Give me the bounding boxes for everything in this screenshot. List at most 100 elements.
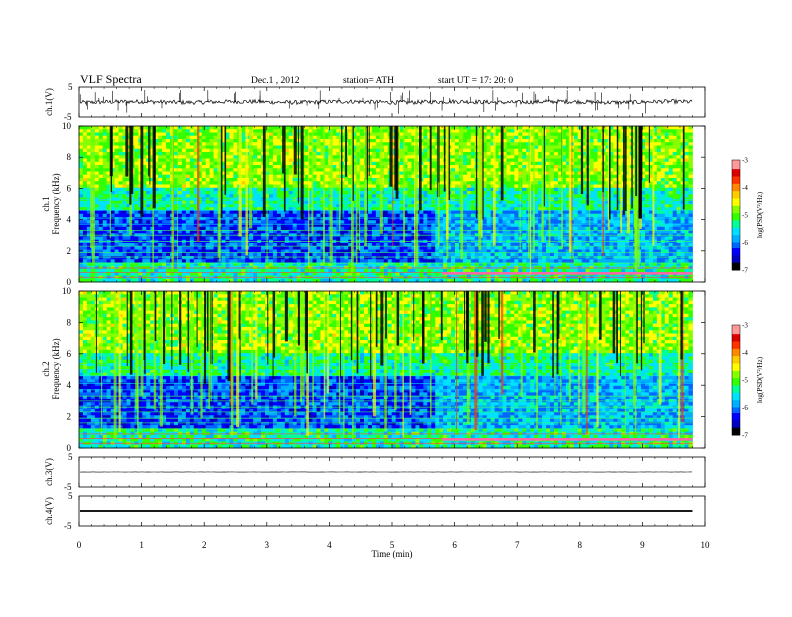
spectrogram-cell	[423, 220, 427, 224]
spectrogram-cell	[657, 211, 661, 215]
spectrogram-cell	[83, 217, 87, 221]
spectrogram-cell	[487, 165, 491, 169]
spectrogram-cell	[158, 172, 162, 176]
spectrogram-cell	[158, 165, 162, 169]
spectrogram-cell	[657, 165, 661, 169]
spectrogram-cell	[269, 175, 273, 179]
spectrogram-cell	[455, 188, 459, 192]
spectrogram-cell	[269, 168, 273, 172]
spectrogram-cell	[273, 133, 277, 137]
spectrogram-cell	[103, 178, 107, 182]
spectrogram-cell	[376, 152, 380, 156]
spectrogram-cell	[103, 211, 107, 215]
spectrogram-cell	[574, 211, 578, 215]
spectrogram-cell	[661, 165, 665, 169]
spectrogram-cell	[166, 146, 170, 150]
spectrogram-cell	[119, 214, 123, 218]
spectrogram-cell	[661, 149, 665, 153]
spectrogram-cell	[206, 168, 210, 172]
spectrogram-cell	[233, 165, 237, 169]
spectrogram-cell	[166, 178, 170, 182]
spectrogram-cell	[431, 126, 435, 130]
spectrogram-cell	[293, 188, 297, 192]
spectrogram-cell	[269, 178, 273, 182]
spectrogram-cell	[597, 165, 601, 169]
spectrogram-cell	[289, 142, 293, 146]
spectrogram-cell	[332, 129, 336, 133]
spectrogram-cell	[372, 185, 376, 189]
spectrogram-cell	[657, 162, 661, 166]
spectrogram-cell	[324, 194, 328, 198]
spectrogram-cell	[166, 220, 170, 224]
spectrogram-cell	[467, 185, 471, 189]
spectrogram-cell	[408, 142, 412, 146]
spectrogram-cell	[657, 149, 661, 153]
spectrogram-cell	[360, 152, 364, 156]
spectrogram-cell	[673, 217, 677, 221]
spectrogram-cell	[423, 181, 427, 185]
spectrogram-cell	[455, 142, 459, 146]
spectrogram-cell	[186, 139, 190, 143]
spectrogram-cell	[115, 220, 119, 224]
spectrogram-cell	[685, 159, 689, 163]
spectrogram-cell	[408, 217, 412, 221]
spectrogram-cell	[269, 139, 273, 143]
spectrogram-cell	[677, 185, 681, 189]
spectrogram-cell	[277, 220, 281, 224]
spectrogram-cell	[146, 211, 150, 215]
spectrogram-cell	[368, 136, 372, 140]
spectrogram-cell	[665, 204, 669, 208]
spectrogram-cell	[439, 155, 443, 159]
spectrogram-cell	[471, 152, 475, 156]
spectrogram-cell	[214, 133, 218, 137]
spectrogram-cell	[289, 194, 293, 198]
spectrogram-cell	[277, 217, 281, 221]
spectrogram-cell	[99, 211, 103, 215]
spectrogram-cell	[99, 188, 103, 192]
spectrogram-cell	[685, 136, 689, 140]
spectrogram-cell	[162, 142, 166, 146]
spectrogram-cell	[257, 159, 261, 163]
spectrogram-cell	[419, 214, 423, 218]
spectrogram-cell	[451, 181, 455, 185]
spectrogram-cell	[455, 168, 459, 172]
spectrogram-cell	[332, 204, 336, 208]
spectrogram-cell	[166, 191, 170, 195]
spectrogram-cell	[233, 220, 237, 224]
spectrogram-cell	[115, 142, 119, 146]
spectrogram-cell	[269, 214, 273, 218]
spectrogram-cell	[103, 188, 107, 192]
spectrogram-cell	[158, 204, 162, 208]
spectrogram-cell	[241, 204, 245, 208]
spectrogram-cell	[384, 136, 388, 140]
spectrogram-cell	[324, 165, 328, 169]
spectrogram-cell	[332, 217, 336, 221]
spectrogram-cell	[554, 133, 558, 137]
spectrogram-cell	[293, 185, 297, 189]
spectrogram-cell	[439, 142, 443, 146]
spectrogram-cell	[79, 139, 83, 143]
spectrogram-cell	[273, 149, 277, 153]
spectrogram-cell	[324, 214, 328, 218]
spectrogram-cell	[554, 217, 558, 221]
spectrogram-cell	[186, 142, 190, 146]
spectrogram-cell	[186, 159, 190, 163]
spectrogram-cell	[253, 149, 257, 153]
spectrogram-cell	[522, 175, 526, 179]
spectrogram-cell	[677, 217, 681, 221]
spectrogram-cell	[253, 175, 257, 179]
spectrogram-cell	[229, 139, 233, 143]
spectrogram-cell	[293, 204, 297, 208]
spectrogram-cell	[499, 204, 503, 208]
spectrogram-cell	[685, 220, 689, 224]
spectrogram-cell	[550, 162, 554, 166]
spectrogram-cell	[214, 129, 218, 133]
spectrogram-cell	[166, 211, 170, 215]
spectrogram-cell	[685, 188, 689, 192]
spectrogram-cell	[79, 214, 83, 218]
spectrogram-cell	[384, 165, 388, 169]
spectrogram-cell	[368, 194, 372, 198]
spectrogram-cell	[661, 204, 665, 208]
spectrogram-cell	[451, 175, 455, 179]
spectrogram-cell	[95, 162, 99, 166]
